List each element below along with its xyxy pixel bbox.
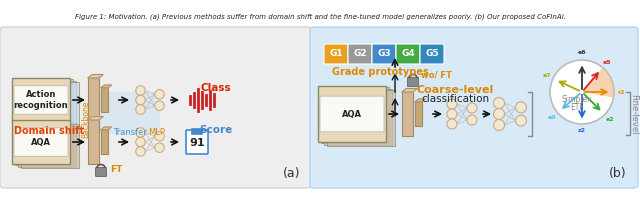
FancyBboxPatch shape [320,96,384,132]
Circle shape [493,119,504,130]
Text: Class: Class [201,83,231,93]
Polygon shape [402,88,417,92]
Text: e6: e6 [578,50,586,55]
FancyBboxPatch shape [324,44,348,64]
Circle shape [493,109,504,119]
Text: Simplex: Simplex [562,96,592,105]
Text: Transfer: Transfer [113,128,147,137]
FancyBboxPatch shape [101,130,108,154]
Circle shape [136,105,145,114]
FancyBboxPatch shape [14,86,68,114]
Circle shape [447,109,457,119]
FancyBboxPatch shape [408,77,419,87]
Text: G1: G1 [329,50,343,59]
Circle shape [136,95,145,105]
Circle shape [447,99,457,109]
Text: AQA: AQA [31,138,51,147]
FancyBboxPatch shape [396,44,420,64]
FancyBboxPatch shape [402,92,413,136]
FancyBboxPatch shape [0,27,311,188]
Text: G5: G5 [425,50,439,59]
Text: Coarse-level: Coarse-level [417,85,493,95]
Circle shape [155,143,164,152]
Text: (b): (b) [609,167,626,180]
FancyBboxPatch shape [88,120,99,164]
Circle shape [136,137,145,147]
FancyBboxPatch shape [15,121,73,165]
FancyBboxPatch shape [21,82,79,126]
Text: e5: e5 [603,60,611,65]
Text: (a): (a) [282,167,300,180]
FancyBboxPatch shape [327,90,395,146]
Circle shape [155,131,164,141]
Circle shape [515,102,527,113]
FancyBboxPatch shape [372,44,396,64]
Circle shape [515,115,527,126]
Circle shape [550,60,614,124]
FancyBboxPatch shape [95,168,106,176]
Circle shape [136,86,145,95]
Circle shape [447,119,457,129]
Circle shape [493,97,504,109]
FancyBboxPatch shape [420,44,444,64]
Text: Fine-level: Fine-level [630,94,639,134]
Text: 91: 91 [189,138,205,148]
Circle shape [155,89,164,99]
FancyBboxPatch shape [318,86,386,142]
FancyBboxPatch shape [14,128,68,156]
Text: e7: e7 [542,73,551,78]
Polygon shape [101,85,111,88]
Text: Action
recognition: Action recognition [13,90,68,110]
Text: Score: Score [200,125,232,135]
FancyBboxPatch shape [12,78,70,122]
FancyBboxPatch shape [12,120,70,164]
Text: G3: G3 [377,50,391,59]
Circle shape [155,101,164,110]
FancyBboxPatch shape [88,78,99,122]
Text: Backbone: Backbone [81,100,90,138]
Text: Grade prototypes: Grade prototypes [332,67,428,77]
Text: G2: G2 [353,50,367,59]
Text: Figure 1: Motivation. (a) Previous methods suffer from domain shift and the fine: Figure 1: Motivation. (a) Previous metho… [75,13,565,20]
FancyBboxPatch shape [101,88,108,112]
Circle shape [467,103,477,113]
Text: e0: e0 [548,115,556,119]
Text: Fine-level: Fine-level [637,96,640,132]
FancyBboxPatch shape [191,129,202,134]
Circle shape [467,115,477,125]
FancyBboxPatch shape [186,130,208,154]
FancyBboxPatch shape [348,44,372,64]
Polygon shape [415,99,426,102]
Text: z2: z2 [578,129,586,134]
Text: MLP: MLP [148,128,166,137]
FancyBboxPatch shape [18,81,76,125]
FancyBboxPatch shape [96,92,160,134]
Circle shape [136,147,145,156]
Text: G4: G4 [401,50,415,59]
Text: e2: e2 [605,117,614,122]
Text: Domain shift: Domain shift [14,126,84,136]
FancyBboxPatch shape [324,89,392,145]
Text: r2: r2 [617,89,625,94]
FancyBboxPatch shape [415,102,422,126]
Polygon shape [101,127,111,130]
Polygon shape [88,75,103,78]
Circle shape [136,128,145,137]
FancyBboxPatch shape [18,123,76,167]
Polygon shape [88,117,103,120]
FancyBboxPatch shape [15,79,73,123]
FancyBboxPatch shape [310,27,638,188]
Text: classification: classification [421,94,489,104]
Text: ETF: ETF [570,104,584,113]
Wedge shape [582,67,614,98]
Text: AQA: AQA [342,109,362,118]
FancyBboxPatch shape [321,87,389,143]
Text: FT: FT [110,165,122,175]
Text: wo/ FT: wo/ FT [421,71,452,80]
FancyBboxPatch shape [21,124,79,168]
